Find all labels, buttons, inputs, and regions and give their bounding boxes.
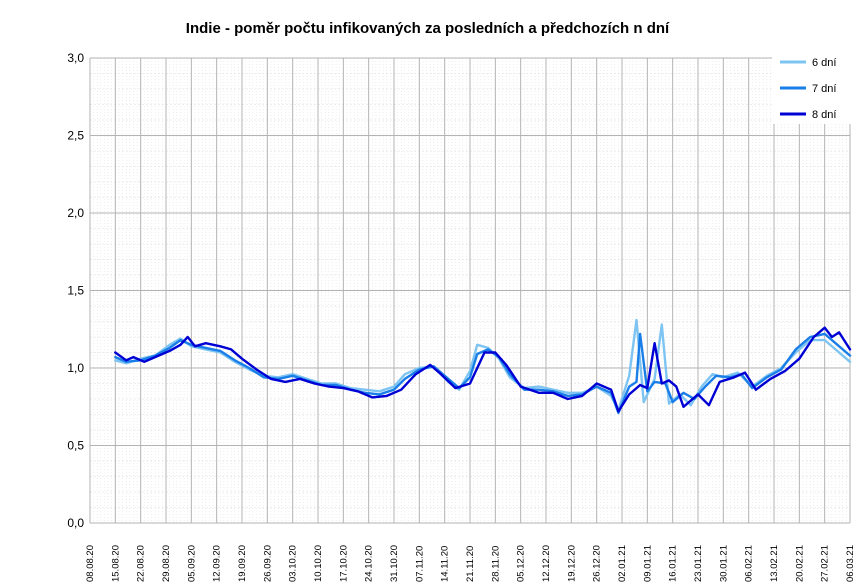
x-tick-label: 05.09.20 [186, 545, 197, 582]
x-tick-label: 06.02.21 [744, 545, 755, 582]
x-tick-label: 12.12.20 [541, 545, 552, 582]
grid-lines [89, 57, 851, 524]
x-tick-label: 20.02.21 [794, 545, 805, 582]
x-tick-label: 26.09.20 [262, 545, 273, 582]
x-tick-label: 29.08.20 [161, 545, 172, 582]
x-tick-label: 02.01.21 [617, 545, 628, 582]
x-tick-label: 21.11.20 [465, 546, 476, 582]
x-tick-label: 16.01.21 [668, 545, 679, 582]
x-tick-label: 26.12.20 [592, 545, 603, 582]
series-line-3 [114, 326, 852, 413]
x-tick-label: 08.08.20 [85, 545, 96, 582]
x-tick-label: 13.02.21 [769, 545, 780, 582]
x-tick-label: 10.10.20 [313, 545, 324, 582]
legend: 6 dní 7 dní 8 dní [772, 52, 852, 124]
series-lines [114, 318, 852, 415]
x-tick-label: 07.11.20 [414, 546, 425, 582]
x-axis: 08.08.20 15.08.20 22.08.20 29.08.20 05.09.20… [85, 545, 855, 582]
x-tick-label: 05.12.20 [516, 545, 527, 582]
x-tick-label: 19.09.20 [237, 545, 248, 582]
x-tick-label: 31.10.20 [389, 545, 400, 582]
chart-title: Indie - poměr počtu infikovaných za posl… [185, 20, 670, 37]
x-tick-label: 03.10.20 [288, 545, 299, 582]
x-tick-label: 06.03.21 [845, 545, 855, 582]
y-tick-label: 3,0 [67, 51, 84, 65]
y-tick-label: 1,5 [67, 284, 84, 298]
x-tick-label: 28.11.20 [490, 546, 501, 582]
y-tick-label: 0,5 [67, 439, 84, 453]
y-axis: 0,0 0,5 1,0 1,5 2,0 2,5 3,0 [67, 51, 84, 530]
x-tick-label: 12.09.20 [212, 545, 223, 582]
x-tick-label: 23.01.21 [693, 545, 704, 582]
x-tick-label: 22.08.20 [136, 545, 147, 582]
legend-label: 6 dní [812, 57, 836, 69]
x-tick-label: 14.11.20 [440, 546, 451, 582]
x-tick-label: 30.01.21 [718, 545, 729, 582]
x-tick-label: 15.08.20 [110, 545, 121, 582]
y-tick-label: 0,0 [67, 516, 84, 530]
legend-label: 8 dní [812, 109, 836, 121]
x-tick-label: 17.10.20 [338, 545, 349, 582]
x-tick-label: 27.02.21 [820, 545, 831, 582]
y-tick-label: 2,5 [67, 129, 84, 143]
y-tick-label: 1,0 [67, 361, 84, 375]
series-line-2 [114, 332, 852, 415]
y-tick-label: 2,0 [67, 206, 84, 220]
x-tick-label: 09.01.21 [642, 545, 653, 582]
legend-label: 7 dní [812, 83, 836, 95]
x-tick-label: 24.10.20 [364, 545, 375, 582]
x-tick-label: 19.12.20 [566, 545, 577, 582]
